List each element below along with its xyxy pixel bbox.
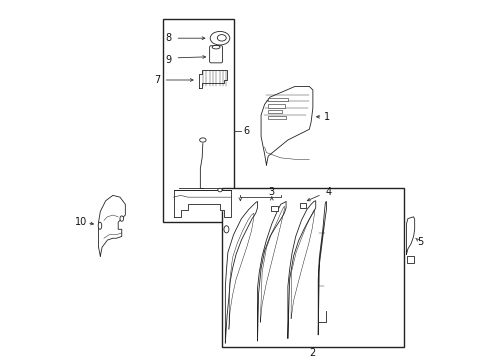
Polygon shape: [261, 86, 313, 165]
Ellipse shape: [218, 188, 222, 192]
Text: 4: 4: [326, 187, 332, 197]
Bar: [300, 203, 306, 208]
Ellipse shape: [120, 216, 123, 221]
Text: 10: 10: [74, 217, 87, 227]
Ellipse shape: [212, 45, 220, 49]
Text: 5: 5: [417, 237, 423, 247]
FancyBboxPatch shape: [210, 46, 222, 63]
Bar: [407, 256, 414, 263]
Polygon shape: [98, 195, 125, 256]
Bar: [268, 98, 288, 102]
Polygon shape: [173, 190, 231, 217]
Text: 1: 1: [324, 112, 330, 122]
Bar: [268, 104, 285, 108]
Polygon shape: [318, 202, 326, 335]
Polygon shape: [225, 202, 258, 343]
Ellipse shape: [218, 35, 226, 41]
Bar: [268, 116, 286, 119]
Text: 3: 3: [269, 187, 275, 197]
Bar: [268, 110, 282, 113]
Bar: [271, 206, 277, 211]
Polygon shape: [407, 217, 415, 254]
Text: 6: 6: [243, 126, 249, 136]
Ellipse shape: [224, 226, 229, 233]
Bar: [163, 19, 234, 222]
Text: 9: 9: [165, 55, 172, 65]
Text: 2: 2: [310, 348, 316, 358]
Polygon shape: [258, 202, 286, 341]
Bar: [222, 188, 404, 347]
Polygon shape: [288, 201, 316, 338]
Ellipse shape: [98, 222, 102, 229]
Polygon shape: [198, 70, 227, 88]
Text: 8: 8: [165, 33, 172, 43]
Ellipse shape: [210, 31, 230, 45]
Text: 7: 7: [154, 75, 161, 85]
Ellipse shape: [199, 138, 206, 142]
